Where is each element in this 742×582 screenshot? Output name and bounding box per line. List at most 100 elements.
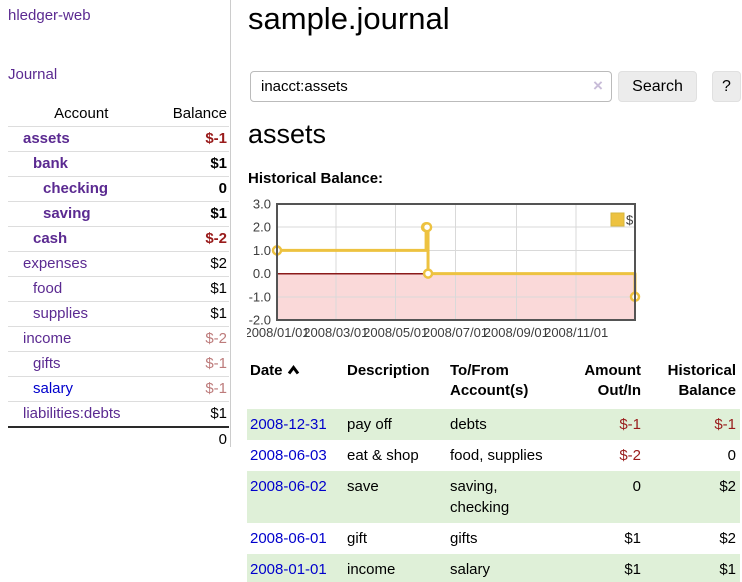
account-balance: 0	[154, 176, 229, 202]
balance-column-header: Balance	[172, 105, 227, 122]
accounts-total-balance: 0	[154, 426, 229, 452]
search-button[interactable]: Search	[618, 71, 697, 102]
transaction-amount: $-1	[619, 416, 641, 433]
svg-text:2008/03/01: 2008/03/01	[303, 325, 368, 340]
transactions-header-row: Date Description To/From Account(s) Amou…	[247, 359, 740, 409]
spacer	[8, 426, 155, 452]
transaction-date-link[interactable]: 2008-06-01	[250, 530, 327, 547]
accounts-table: Account Balance assets $-1 bank $1 checking 0…	[8, 102, 229, 452]
transaction-amount: $1	[624, 530, 641, 547]
account-row: salary $-1	[8, 376, 229, 402]
historical-balance-chart: 2008/01/012008/03/012008/05/012008/07/01…	[247, 197, 641, 340]
account-row: saving $1	[8, 201, 229, 227]
account-row: checking 0	[8, 176, 229, 202]
transactions-table: Date Description To/From Account(s) Amou…	[247, 359, 740, 582]
transaction-row: 2008-12-31 pay off debts $-1 $-1	[247, 409, 740, 440]
transaction-accounts: saving, checking	[450, 478, 510, 516]
transaction-date-link[interactable]: 2008-01-01	[250, 561, 327, 578]
account-balance: $-1	[154, 376, 229, 402]
app-title-link[interactable]: hledger-web	[8, 7, 91, 24]
transaction-description: pay off	[347, 416, 392, 433]
account-balance: $1	[154, 151, 229, 177]
transaction-description: save	[347, 478, 379, 495]
transaction-amount: $-2	[619, 447, 641, 464]
transaction-balance: 0	[727, 447, 736, 464]
account-balance: $1	[154, 301, 229, 327]
transaction-amount: $1	[624, 561, 641, 578]
transaction-balance: $2	[719, 530, 736, 547]
account-column-header: Account	[54, 105, 109, 122]
svg-text:1.0: 1.0	[253, 243, 271, 258]
account-row: assets $-1	[8, 126, 229, 152]
svg-text:2008/01/01: 2008/01/01	[247, 325, 310, 340]
svg-text:2008/07/01: 2008/07/01	[423, 325, 488, 340]
search-input[interactable]	[250, 71, 612, 102]
sidebar: hledger-web Journal Account Balance asse…	[0, 0, 231, 452]
transaction-amount: 0	[632, 478, 641, 495]
balance-column-header: Historical Balance	[667, 362, 736, 399]
account-balance: $-2	[154, 326, 229, 352]
account-link-saving[interactable]: saving	[43, 205, 91, 222]
transaction-description: eat & shop	[347, 447, 419, 464]
account-link-expenses[interactable]: expenses	[23, 255, 88, 272]
transaction-date-link[interactable]: 2008-12-31	[250, 416, 327, 433]
date-column-header[interactable]: Date	[247, 359, 344, 409]
account-row: cash $-2	[8, 226, 229, 252]
account-row: bank $1	[8, 151, 229, 177]
svg-text:0.0: 0.0	[253, 266, 271, 281]
account-balance: $1	[154, 401, 229, 427]
svg-text:-1.0: -1.0	[249, 289, 271, 304]
journal-link[interactable]: Journal	[8, 66, 58, 83]
transaction-accounts: gifts	[450, 530, 478, 547]
account-link-cash[interactable]: cash	[33, 230, 68, 247]
account-balance: $-2	[154, 226, 229, 252]
account-link-salary[interactable]: salary	[33, 380, 74, 397]
transaction-date-link[interactable]: 2008-06-03	[250, 447, 327, 464]
account-link-food[interactable]: food	[33, 280, 63, 297]
account-row: liabilities:debts $1	[8, 401, 229, 427]
clear-search-icon[interactable]: ×	[593, 76, 603, 95]
account-link-supplies[interactable]: supplies	[33, 305, 89, 322]
account-row: supplies $1	[8, 301, 229, 327]
svg-text:2008/11/01: 2008/11/01	[544, 325, 608, 340]
svg-text:2008/05/01: 2008/05/01	[363, 325, 428, 340]
account-balance: $2	[154, 251, 229, 277]
account-row: expenses $2	[8, 251, 229, 277]
accounts-total-row: 0	[8, 426, 229, 452]
svg-text:2008/09/01: 2008/09/01	[484, 325, 549, 340]
account-balance: $-1	[154, 351, 229, 377]
date-header-label: Date	[250, 362, 283, 379]
description-column-header: Description	[347, 362, 430, 379]
account-row: gifts $-1	[8, 351, 229, 377]
sort-ascending-icon	[287, 365, 299, 375]
transaction-row: 2008-06-03 eat & shop food, supplies $-2 0	[247, 440, 740, 471]
search-form: × Search ?	[247, 71, 742, 102]
account-title: assets	[248, 119, 327, 149]
transaction-row: 2008-06-01 gift gifts $1 $2	[247, 523, 740, 554]
transaction-description: income	[347, 561, 396, 578]
account-link-bank[interactable]: bank	[33, 155, 69, 172]
page-title: sample.journal	[248, 1, 450, 36]
accounts-header-row: Account Balance	[8, 102, 229, 127]
svg-text:-2.0: -2.0	[249, 313, 271, 328]
account-row: food $1	[8, 276, 229, 302]
account-link-assets[interactable]: assets	[23, 130, 70, 147]
amount-column-header: Amount Out/In	[584, 362, 641, 399]
transaction-balance: $-1	[714, 416, 736, 433]
help-button[interactable]: ?	[712, 71, 741, 102]
chart-title: Historical Balance:	[248, 170, 384, 187]
account-link-income[interactable]: income	[23, 330, 72, 347]
transaction-accounts: salary	[450, 561, 491, 578]
account-column-header: To/From Account(s)	[450, 362, 529, 399]
transaction-date-link[interactable]: 2008-06-02	[250, 478, 327, 495]
account-link-liabilities-debts[interactable]: liabilities:debts	[23, 405, 121, 422]
transaction-balance: $1	[719, 561, 736, 578]
account-link-gifts[interactable]: gifts	[33, 355, 61, 372]
account-balance: $-1	[154, 126, 229, 152]
account-balance: $1	[154, 276, 229, 302]
transaction-description: gift	[347, 530, 368, 547]
account-row: income $-2	[8, 326, 229, 352]
svg-text:$: $	[626, 213, 634, 228]
account-link-checking[interactable]: checking	[43, 180, 109, 197]
